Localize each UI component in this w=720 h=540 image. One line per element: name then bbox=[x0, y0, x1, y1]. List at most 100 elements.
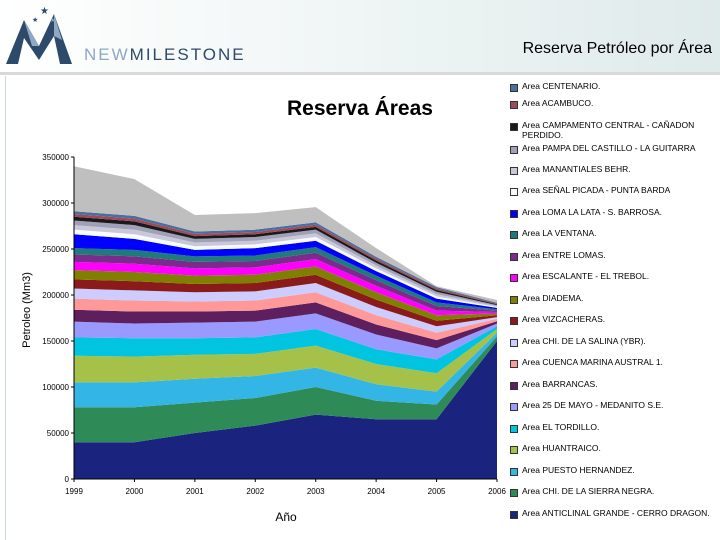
legend-swatch bbox=[510, 274, 518, 282]
legend-swatch bbox=[510, 317, 518, 325]
y-tick-label: 350000 bbox=[42, 153, 69, 162]
legend-label: Area ENTRE LOMAS. bbox=[522, 250, 606, 260]
legend-swatch bbox=[510, 511, 518, 519]
legend-label: Area CAMPAMENTO CENTRAL - CAÑADON PERDID… bbox=[522, 120, 695, 140]
y-tick-label: 200000 bbox=[42, 291, 69, 300]
legend-item: Area SEÑAL PICADA - PUNTA BARDA bbox=[510, 185, 720, 196]
legend-swatch bbox=[510, 489, 518, 497]
svg-text:★: ★ bbox=[50, 17, 55, 24]
x-tick-label: 2003 bbox=[307, 487, 325, 496]
legend-swatch bbox=[510, 468, 518, 476]
legend-item: Area MANANTIALES BEHR. bbox=[510, 164, 720, 175]
legend-label: Area CHI. DE LA SIERRA NEGRA. bbox=[522, 486, 655, 496]
legend-label: Area ANTICLINAL GRANDE - CERRO DRAGON. bbox=[522, 508, 710, 518]
area-series-17 bbox=[74, 220, 497, 307]
legend-swatch bbox=[510, 167, 518, 175]
area-series-1 bbox=[74, 336, 497, 443]
legend-swatch bbox=[510, 296, 518, 304]
chart-title: Reserva Áreas bbox=[287, 97, 433, 120]
legend-label: Area CENTENARIO. bbox=[522, 81, 601, 91]
legend-swatch bbox=[510, 382, 518, 390]
legend-swatch bbox=[510, 425, 518, 433]
legend-swatch bbox=[510, 446, 518, 454]
x-tick-label: 2006 bbox=[488, 487, 506, 496]
area-series-15 bbox=[74, 229, 497, 308]
legend-item: Area DIADEMA. bbox=[510, 293, 720, 304]
y-tick-label: 50000 bbox=[47, 429, 70, 438]
legend-item: Area 25 DE MAYO - MEDANITO S.E. bbox=[510, 400, 720, 411]
y-tick-label: 300000 bbox=[42, 199, 69, 208]
area-series-13 bbox=[74, 247, 497, 311]
legend-item: Area LA VENTANA. bbox=[510, 228, 720, 239]
y-tick-label: 250000 bbox=[42, 245, 69, 254]
legend-item: Area ENTRE LOMAS. bbox=[510, 250, 720, 261]
legend-item: Area ESCALANTE - EL TREBOL. bbox=[510, 271, 720, 282]
x-tick-label: 2001 bbox=[186, 487, 204, 496]
legend-swatch bbox=[510, 101, 518, 109]
y-tick-label: 100000 bbox=[42, 383, 69, 392]
legend-swatch bbox=[510, 403, 518, 411]
x-axis-label: Año bbox=[275, 510, 297, 524]
legend-item: Area CHI. DE LA SALINA (YBR). bbox=[510, 336, 720, 347]
area-series-9 bbox=[74, 274, 497, 327]
area-series-12 bbox=[74, 252, 497, 313]
legend-label: Area PUESTO HERNANDEZ. bbox=[522, 465, 635, 475]
legend-label: Area LA VENTANA. bbox=[522, 228, 597, 238]
legend-item: Area VIZCACHERAS. bbox=[510, 314, 720, 325]
legend-item: Area BARRANCAS. bbox=[510, 379, 720, 390]
legend-item: Area CHI. DE LA SIERRA NEGRA. bbox=[510, 486, 720, 497]
legend-label: Area VIZCACHERAS. bbox=[522, 314, 606, 324]
area-series-21 bbox=[74, 166, 497, 303]
legend-swatch bbox=[510, 123, 518, 131]
y-tick-label: 0 bbox=[65, 475, 70, 484]
area-series-16 bbox=[74, 225, 497, 307]
legend-item: Area PAMPA DEL CASTILLO - LA GUITARRA bbox=[510, 143, 720, 154]
legend-label: Area BARRANCAS. bbox=[522, 379, 598, 389]
legend-label: Area ACAMBUCO. bbox=[522, 98, 594, 108]
area-series-2 bbox=[74, 332, 497, 408]
legend-item: Area ANTICLINAL GRANDE - CERRO DRAGON. bbox=[510, 508, 720, 519]
x-tick-label: 1999 bbox=[65, 487, 83, 496]
legend-swatch bbox=[510, 146, 518, 154]
brand-wordmark: NEWMILESTONE bbox=[84, 45, 246, 65]
area-series-5 bbox=[74, 313, 497, 360]
legend-swatch bbox=[510, 253, 518, 261]
x-tick-label: 2005 bbox=[428, 487, 446, 496]
newmilestone-logo-icon: ★ ★ ★ bbox=[6, 6, 72, 64]
area-series-11 bbox=[74, 259, 497, 316]
slide-header: ★ ★ ★ NEWMILESTONE Reserva Petróleo por … bbox=[0, 0, 720, 75]
legend-swatch bbox=[510, 360, 518, 368]
area-series-group bbox=[74, 166, 497, 479]
svg-text:★: ★ bbox=[40, 6, 49, 17]
page-title: Reserva Petróleo por Área bbox=[522, 40, 712, 57]
area-series-3 bbox=[74, 329, 497, 392]
legend-label: Area DIADEMA. bbox=[522, 293, 584, 303]
legend-item: Area PUESTO HERNANDEZ. bbox=[510, 465, 720, 476]
legend-swatch bbox=[510, 339, 518, 347]
area-series-6 bbox=[74, 302, 497, 349]
legend-label: Area ESCALANTE - EL TREBOL. bbox=[522, 271, 650, 281]
legend-label: Area HUANTRAICO. bbox=[522, 443, 601, 453]
svg-text:★: ★ bbox=[32, 16, 38, 24]
legend-label: Area SEÑAL PICADA - PUNTA BARDA bbox=[522, 185, 671, 195]
legend-item: Area LOMA LA LATA - S. BARROSA. bbox=[510, 207, 720, 218]
legend-item: Area ACAMBUCO. bbox=[510, 98, 720, 109]
legend-item: Area CUENCA MARINA AUSTRAL 1. bbox=[510, 357, 720, 368]
area-series-10 bbox=[74, 266, 497, 321]
legend-label: Area LOMA LA LATA - S. BARROSA. bbox=[522, 207, 662, 217]
area-series-8 bbox=[74, 283, 497, 333]
legend-swatch bbox=[510, 210, 518, 218]
area-series-7 bbox=[74, 292, 497, 341]
axes-group: 0 50000 100000 150000 200000 250000 300000 3500… bbox=[42, 153, 506, 496]
legend-item: Area EL TORDILLO. bbox=[510, 422, 720, 433]
brand-new: NEW bbox=[84, 45, 130, 64]
legend-item: Area HUANTRAICO. bbox=[510, 443, 720, 454]
legend-item: Area CENTENARIO. bbox=[510, 81, 720, 92]
legend-item: Area CAMPAMENTO CENTRAL - CAÑADON PERDID… bbox=[510, 120, 720, 140]
area-series-4 bbox=[74, 326, 497, 374]
legend-label: Area EL TORDILLO. bbox=[522, 422, 600, 432]
y-axis-label: Petroleo (Mm3) bbox=[21, 272, 33, 348]
legend-swatch bbox=[510, 84, 518, 92]
legend-label: Area 25 DE MAYO - MEDANITO S.E. bbox=[522, 400, 664, 410]
